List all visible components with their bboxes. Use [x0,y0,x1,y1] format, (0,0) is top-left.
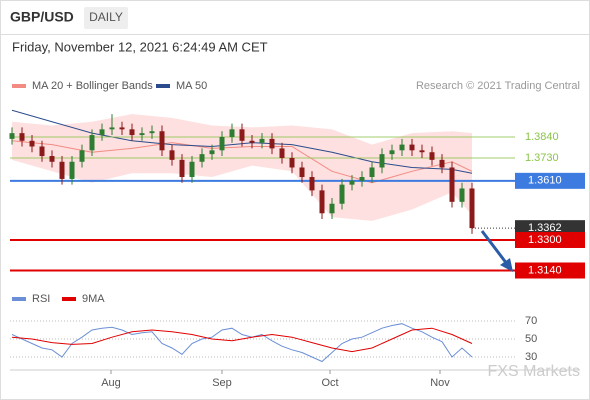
candle-body [339,184,345,204]
legend-label: MA 20 + Bollinger Bands [32,80,153,92]
candle-body [49,156,55,162]
candle-body [259,138,265,143]
candle-body [379,154,385,168]
candle-body [99,129,105,136]
candle-body [359,177,365,181]
bollinger-band [12,114,472,221]
candle-body [189,161,195,178]
candle-body [9,133,15,139]
rsi-tick-label: 30 [525,351,537,363]
candle-body [419,150,425,153]
pivot-label: 1.3610 [528,175,562,187]
candle-body [439,159,445,168]
x-tick-label: Sep [212,377,232,389]
candle-body [199,154,205,162]
candle-body [39,146,45,157]
candle-body [149,131,155,134]
x-tick-label: Oct [321,377,338,389]
candle-body [89,135,95,151]
candle-body [219,136,225,151]
candle-body [139,133,145,136]
candle-body [169,150,175,160]
credit: Research © 2021 Trading Central [416,80,580,92]
candle-body [59,161,65,179]
period[interactable]: DAILY [89,10,123,24]
candle-body [349,180,355,185]
candle-body [29,140,35,147]
resistance-label: 1.3730 [525,152,559,164]
candle-body [79,150,85,162]
legend-label: MA 50 [176,80,207,92]
candle-body [399,144,405,151]
support-label: 1.3140 [528,264,562,276]
legend-swatch [12,84,26,88]
symbol: GBP/USD [10,9,74,25]
candle-body [429,152,435,160]
candle-body [159,131,165,151]
candle-body [19,133,25,141]
rsi-tick-label: 70 [525,315,537,327]
support-label: 1.3300 [528,234,562,246]
legend-label: 9MA [82,293,105,305]
candle-body [119,127,125,130]
rsi-line [11,323,473,363]
candle-body [109,127,115,130]
support-box [515,262,585,279]
candle-body [319,190,325,214]
rsi-line [11,327,473,353]
x-tick-label: Nov [430,377,450,389]
candle-body [469,188,475,229]
last-label: 1.3362 [528,222,562,234]
candle-body [449,167,455,202]
candle-body [279,148,285,158]
candle-body [69,161,75,179]
candle-body [409,144,415,151]
x-tick-label: Aug [101,377,121,389]
legend-swatch [12,297,26,301]
candle-body [329,203,335,214]
candle-body [229,129,235,137]
support-box [515,231,585,248]
candle-body [309,177,315,191]
period-badge[interactable] [84,7,128,29]
resistance-label: 1.3840 [525,131,559,143]
legend-label: RSI [32,293,50,305]
projection-arrow [480,230,509,265]
pivot-box [515,172,585,189]
candle-body [209,150,215,155]
legend-swatch [156,84,170,88]
legend-swatch [62,297,76,301]
timestamp: Friday, November 12, 2021 6:24:49 AM CET [12,39,268,54]
candle-body [369,167,375,178]
candle-body [389,150,395,155]
candle-body [179,159,185,178]
candle-body [249,140,255,143]
arrow-head [500,258,513,272]
candle-body [129,129,135,136]
candle-body [289,157,295,168]
candle-body [269,138,275,149]
watermark: FXS Markets [488,363,580,380]
candle-body [459,188,465,202]
candle-body [239,129,245,141]
rsi-tick-label: 50 [525,333,537,345]
candle-body [299,167,305,178]
